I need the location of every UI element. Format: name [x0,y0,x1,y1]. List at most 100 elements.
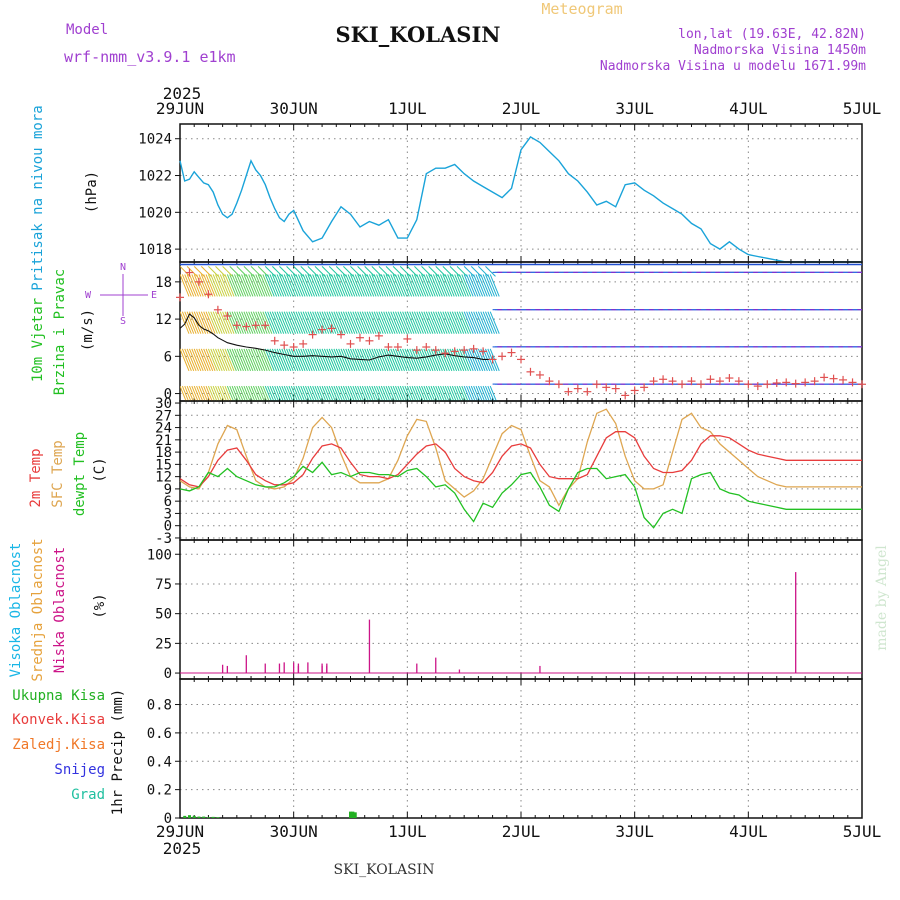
wind-barb [359,385,367,401]
wind-barb [293,274,304,297]
wind-barb [319,385,327,401]
wind-barb [215,265,226,277]
wind-barb [368,348,379,372]
wind-barb [300,348,311,372]
wind-barb [423,311,434,334]
wind-barb [442,385,450,401]
wind-barb [307,274,318,297]
panel-frame [179,678,863,819]
wind-barb [207,274,218,297]
wind-barb [184,348,195,372]
pressure-panel: 1018 1020 1022 1024 [138,123,863,263]
wind-panel: 0 6 12 18 [155,261,866,403]
wind-barb [376,385,384,401]
wind-barb [281,348,292,372]
y-tick-label: 27 [155,408,172,424]
wind-barb [264,311,275,334]
wind-barb [404,385,412,401]
wind-barb [191,385,199,401]
precip-bar [206,817,210,818]
wind-barb [485,274,495,297]
wind-barb [245,348,256,372]
wind-barb [203,274,214,297]
high-cloud-label: Visoka Oblacnost [8,543,24,678]
model-label: Model [66,22,108,38]
wind-barb [418,274,429,297]
temp-line-0 [179,431,862,488]
date-label-bottom: 29JUN [156,822,204,841]
wind-barb [252,385,261,401]
legend-conv-rain: Konvek.Kisa [12,712,105,728]
wind-barb [186,348,197,372]
wind-barb [208,265,219,277]
wind-barb [295,311,306,334]
precip-bar [211,816,215,818]
wind-barb [380,311,391,334]
precip-panel: 0 0.2 0.4 0.6 0.8 [147,678,863,827]
wind-barb [181,348,192,372]
wind-barb [432,348,443,372]
wind-barb [342,311,353,334]
wind-barb [354,385,362,401]
wind-barb [217,274,228,297]
wind-barb [359,274,370,297]
wind-barb [454,311,465,334]
wind-barb [186,385,194,401]
wind-barb [224,274,235,297]
wind-barb [423,348,434,372]
wind-barb [314,385,322,401]
wind-barb [283,311,294,334]
wind-barb [376,274,387,297]
wind-barb [392,274,403,297]
wind-barb [224,385,232,401]
wind-barb [260,274,270,297]
wind-barb [338,274,349,297]
wind-barb [373,385,381,401]
wind-barb [283,385,291,401]
wind-barb [333,385,341,401]
wind-barb [340,385,348,401]
wind-barb [385,348,396,372]
wind-unit: (m/s) [80,309,96,351]
wind-barb [312,348,323,372]
wind-barb [350,385,358,401]
wind-barb [444,348,455,372]
wind-barb [271,274,282,297]
precip-unit: 1hr Precip (mm) [110,689,126,815]
wind-label: 10m Vjetar [30,298,46,382]
wind-barb [309,348,320,372]
compass-north: N [120,262,126,273]
wind-barb [191,311,202,334]
y-tick-label: 9 [164,482,172,498]
wind-barb [428,265,439,277]
wind-barb [335,348,346,372]
wind-barb [300,311,311,334]
wind-barb [328,348,339,372]
wind-barb [418,385,426,401]
wind-barb [380,385,388,401]
wind-barb [485,265,496,277]
panel-frame [179,123,863,263]
low-cloud-label: Niska Oblacnost [52,547,68,673]
wind-barb [236,274,247,297]
wind-barb [428,311,439,334]
compass-west: W [85,290,92,301]
wind-barb [371,348,382,372]
wind-barb [478,265,489,277]
wind-barb [257,385,265,401]
wind-barb [257,265,269,277]
wind-barb [180,348,190,372]
wind-barb [421,348,432,372]
wind-barb [423,385,431,401]
wind-barb [409,385,417,401]
wind-barb [248,311,259,334]
wind-barb [262,311,273,334]
wind-barb [305,348,315,372]
wind-barb [257,274,268,297]
wind-barb [328,274,339,297]
wind-barb [461,311,472,334]
wind-barb [395,385,403,401]
wind-barb [418,348,429,372]
wind-barb [432,274,443,297]
